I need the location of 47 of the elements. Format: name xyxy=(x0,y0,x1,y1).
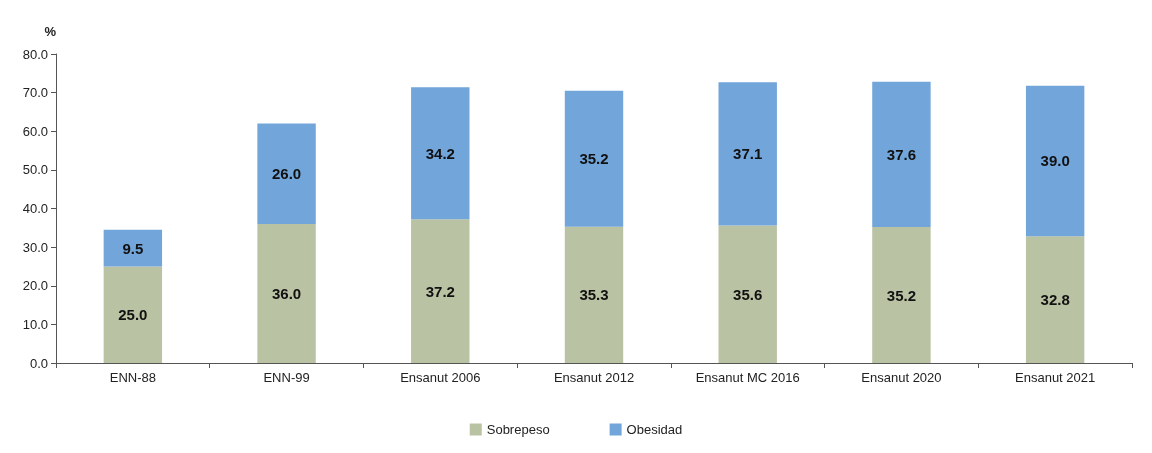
bar xyxy=(564,226,624,363)
bar xyxy=(103,266,163,363)
data-label: 39.0 xyxy=(1040,152,1070,170)
data-label: 9.5 xyxy=(122,239,144,257)
data-label: 26.0 xyxy=(271,165,302,183)
bar xyxy=(718,82,777,226)
x-tick-label: ENN-88 xyxy=(109,370,156,385)
bar xyxy=(872,81,931,228)
data-label: 34.2 xyxy=(425,144,455,162)
x-tick-label: Ensanut 2021 xyxy=(1015,370,1096,385)
data-label: 37.2 xyxy=(425,282,455,300)
data-label: 25.0 xyxy=(118,306,148,324)
bar xyxy=(718,225,777,363)
data-label: 36.0 xyxy=(271,284,302,302)
y-tick-label: 40.0 xyxy=(22,201,48,216)
y-tick-label: 10.0 xyxy=(22,316,48,332)
data-label: 35.6 xyxy=(733,285,763,303)
x-tick-label: Ensanut MC 2016 xyxy=(695,370,800,385)
data-label: 35.2 xyxy=(886,286,917,304)
bar xyxy=(257,123,316,224)
legend-label: Obesidad xyxy=(626,422,683,437)
bar xyxy=(103,229,163,267)
data-label: 32.8 xyxy=(1040,291,1070,309)
data-label: 35.3 xyxy=(579,286,609,304)
y-tick-label: 20.0 xyxy=(22,278,48,294)
x-tick-label: ENN-99 xyxy=(263,370,310,385)
y-tick-label: 50.0 xyxy=(22,162,48,178)
y-tick-label: 70.0 xyxy=(22,85,48,101)
legend-label: Sobrepeso xyxy=(486,422,550,437)
y-tick-label: 60.0 xyxy=(22,123,48,139)
data-label: 35.2 xyxy=(579,150,609,168)
bar xyxy=(872,227,931,363)
x-tick-label: Ensanut 2020 xyxy=(861,370,942,385)
data-label: 37.6 xyxy=(886,145,917,163)
y-tick-label: 0.0 xyxy=(29,355,48,371)
x-tick-label: Ensanut 2006 xyxy=(400,370,481,385)
bar xyxy=(1025,236,1085,363)
y-tick-label: 30.0 xyxy=(22,239,48,255)
y-tick-label: 80.0 xyxy=(22,46,48,62)
data-label: 37.1 xyxy=(733,145,763,163)
x-tick-label: Ensanut 2012 xyxy=(553,370,635,385)
bar xyxy=(564,90,624,227)
bar xyxy=(411,219,470,363)
y-axis-title: % xyxy=(44,24,57,39)
bar xyxy=(257,223,316,363)
bar xyxy=(411,87,470,220)
bar xyxy=(1025,85,1085,237)
